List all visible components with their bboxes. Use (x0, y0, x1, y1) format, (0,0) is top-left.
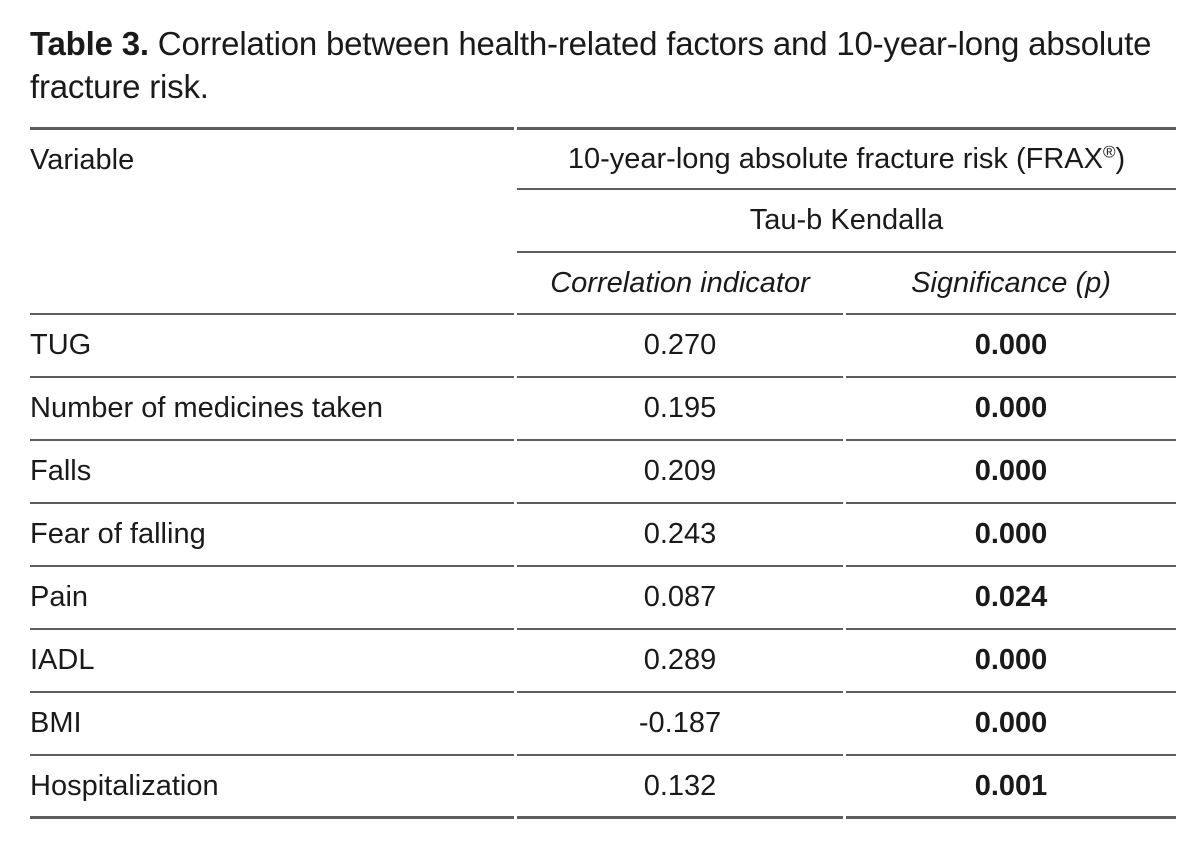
significance-cell: 0.000 (846, 378, 1176, 441)
table-row: Hospitalization 0.132 0.001 (30, 756, 1176, 819)
column-header-correlation-indicator: Correlation indicator (517, 253, 843, 315)
table-row: TUG 0.270 0.000 (30, 315, 1176, 378)
table-row: BMI -0.187 0.000 (30, 693, 1176, 756)
correlation-cell: 0.243 (517, 504, 843, 567)
table-row: Number of medicines taken 0.195 0.000 (30, 378, 1176, 441)
variable-cell: TUG (30, 315, 514, 378)
variable-cell: BMI (30, 693, 514, 756)
table-row: Pain 0.087 0.024 (30, 567, 1176, 630)
table-row: IADL 0.289 0.000 (30, 630, 1176, 693)
variable-cell: Number of medicines taken (30, 378, 514, 441)
significance-cell: 0.000 (846, 693, 1176, 756)
column-header-variable: Variable (30, 127, 514, 315)
table-row: Fear of falling 0.243 0.000 (30, 504, 1176, 567)
column-group-header-frax: 10-year-long absolute fracture risk (FRA… (517, 127, 1176, 190)
correlation-cell: 0.209 (517, 441, 843, 504)
column-group-header-method: Tau-b Kendalla (517, 190, 1176, 253)
variable-cell: Pain (30, 567, 514, 630)
table-row: Falls 0.209 0.000 (30, 441, 1176, 504)
significance-cell: 0.024 (846, 567, 1176, 630)
header-row-columns: Correlation indicator Significance (p) (30, 253, 1176, 315)
header-row-group: Variable 10-year-long absolute fracture … (30, 127, 1176, 315)
table-header: Variable 10-year-long absolute fracture … (30, 127, 1176, 315)
variable-cell: Hospitalization (30, 756, 514, 819)
significance-cell: 0.000 (846, 504, 1176, 567)
significance-cell: 0.000 (846, 630, 1176, 693)
correlation-cell: 0.270 (517, 315, 843, 378)
registered-trademark-symbol: ® (1102, 141, 1116, 161)
frax-header-text: 10-year-long absolute fracture risk (FRA… (567, 142, 1103, 175)
variable-cell: Falls (30, 441, 514, 504)
correlation-cell: 0.289 (517, 630, 843, 693)
table-caption-text: Correlation between health-related facto… (30, 25, 1152, 105)
significance-cell: 0.000 (846, 315, 1176, 378)
table-figure: Table 3. Correlation between health-rela… (27, 22, 1186, 819)
correlation-table: Variable 10-year-long absolute fracture … (27, 127, 1179, 819)
correlation-cell: -0.187 (517, 693, 843, 756)
significance-cell: 0.001 (846, 756, 1176, 819)
correlation-cell: 0.087 (517, 567, 843, 630)
column-header-significance: Significance (p) (846, 253, 1176, 315)
correlation-cell: 0.132 (517, 756, 843, 819)
variable-cell: IADL (30, 630, 514, 693)
significance-cell: 0.000 (846, 441, 1176, 504)
frax-header-close-paren: ) (1115, 142, 1126, 175)
table-body: TUG 0.270 0.000 Number of medicines take… (30, 315, 1176, 819)
table-caption-number: Table 3. (30, 25, 149, 62)
header-row-method: Tau-b Kendalla (30, 190, 1176, 253)
variable-cell: Fear of falling (30, 504, 514, 567)
table-caption: Table 3. Correlation between health-rela… (30, 22, 1186, 108)
correlation-cell: 0.195 (517, 378, 843, 441)
